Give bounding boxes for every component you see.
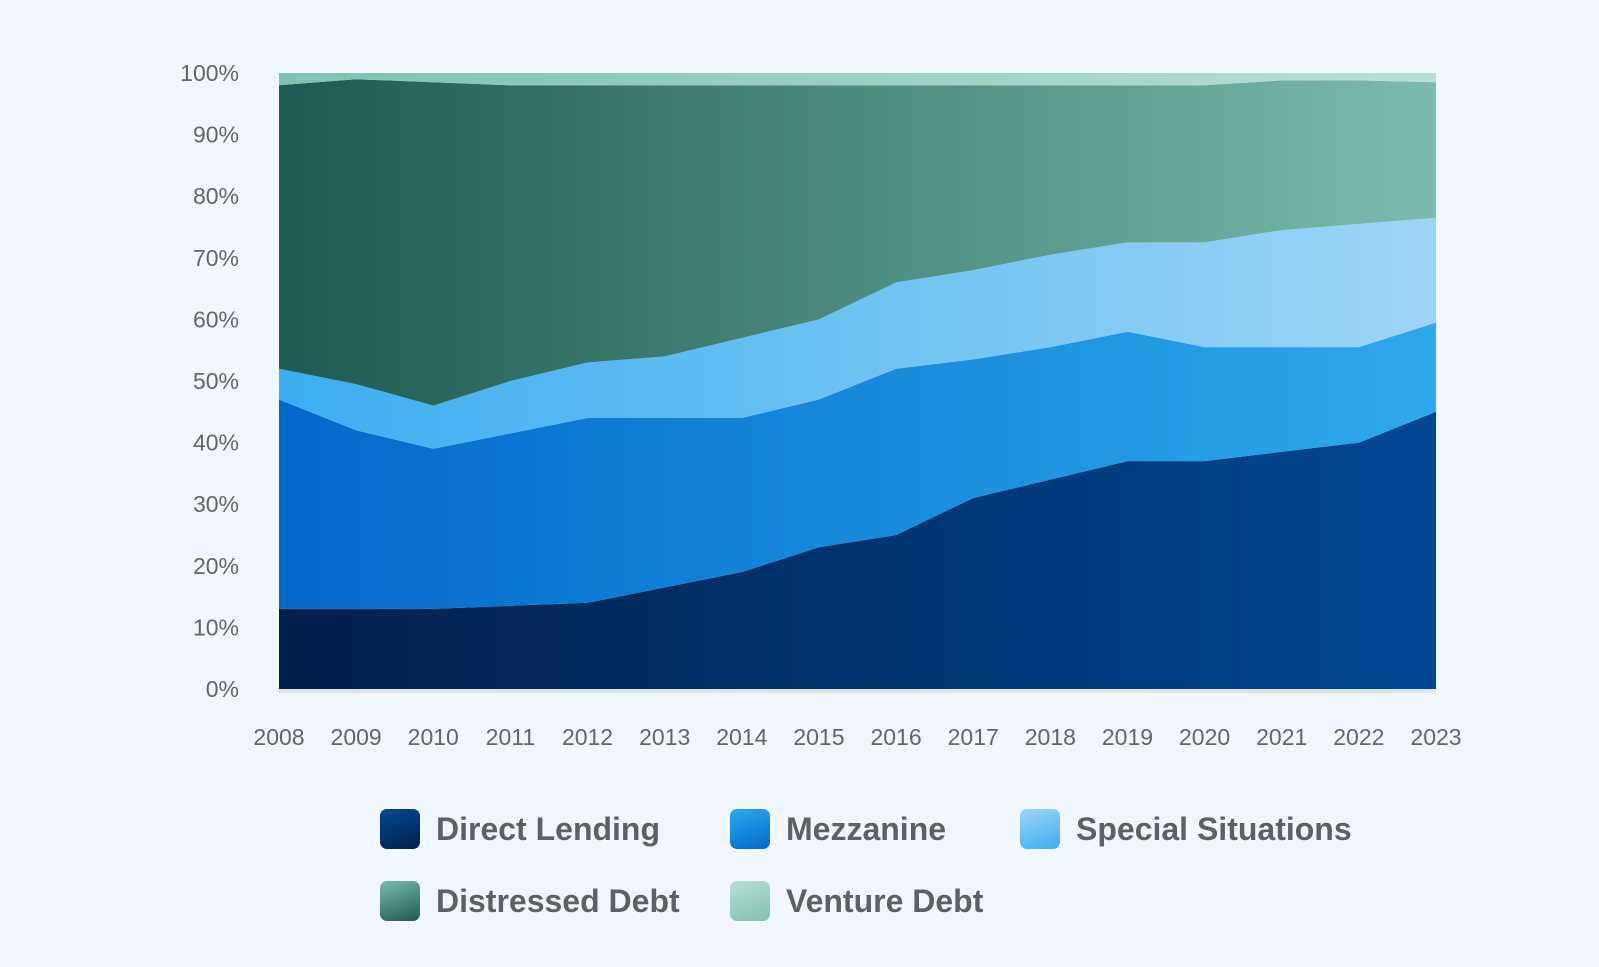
y-tick-label: 40%: [193, 430, 239, 456]
legend-item-special-situations[interactable]: Special Situations: [1020, 808, 1380, 850]
x-tick-label: 2011: [486, 724, 535, 750]
y-tick-label: 70%: [193, 245, 239, 271]
x-tick-label: 2019: [1102, 724, 1153, 750]
y-tick-label: 10%: [193, 614, 239, 640]
area-mezzanine[interactable]: [279, 322, 1436, 609]
legend-item-distressed-debt[interactable]: Distressed Debt: [380, 880, 730, 922]
x-axis-ticks: 2008 2009 2010 2011 2012 2013 2014 2015 2016 2017…: [253, 724, 1461, 750]
legend-item-venture-debt[interactable]: Venture Debt: [730, 880, 1020, 922]
x-tick-label: 2014: [716, 724, 767, 750]
chart-legend: Direct Lending Mezzanine Special Situati…: [380, 808, 1380, 922]
x-tick-label: 2010: [408, 724, 459, 750]
x-tick-label: 2018: [1025, 724, 1076, 750]
y-tick-label: 60%: [193, 306, 239, 332]
x-tick-label: 2020: [1179, 724, 1230, 750]
y-tick-label: 0%: [206, 676, 239, 702]
legend-label-special-situations: Special Situations: [1076, 810, 1352, 847]
legend-item-direct-lending[interactable]: Direct Lending: [380, 808, 730, 850]
legend-swatch-venture-debt: [730, 881, 770, 921]
legend-label-direct-lending: Direct Lending: [436, 810, 661, 847]
legend-item-mezzanine[interactable]: Mezzanine: [730, 808, 1020, 850]
y-tick-label: 100%: [180, 60, 239, 86]
y-axis-ticks: 0% 10% 20% 30% 40% 50% 60% 70% 80% 90% 100%: [180, 60, 239, 702]
y-tick-label: 30%: [193, 491, 239, 517]
area-distressed-debt[interactable]: [279, 79, 1436, 406]
x-tick-label: 2016: [870, 724, 921, 750]
x-tick-label: 2022: [1333, 724, 1384, 750]
y-tick-label: 90%: [193, 122, 239, 148]
x-tick-label: 2021: [1256, 724, 1307, 750]
x-tick-label: 2008: [253, 724, 304, 750]
legend-swatch-mezzanine: [730, 809, 770, 849]
y-tick-label: 50%: [193, 368, 239, 394]
x-tick-label: 2015: [793, 724, 844, 750]
x-tick-label: 2017: [948, 724, 999, 750]
y-tick-label: 20%: [193, 553, 239, 579]
x-tick-label: 2013: [639, 724, 690, 750]
legend-label-distressed-debt: Distressed Debt: [436, 882, 680, 919]
legend-label-venture-debt: Venture Debt: [786, 882, 984, 919]
x-tick-label: 2012: [562, 724, 613, 750]
area-layers: [279, 73, 1436, 689]
legend-swatch-direct-lending: [380, 809, 420, 849]
legend-label-mezzanine: Mezzanine: [786, 810, 947, 847]
area-special-situations[interactable]: [279, 217, 1436, 449]
legend-swatch-distressed-debt: [380, 881, 420, 921]
x-tick-label: 2009: [331, 724, 382, 750]
area-venture-debt[interactable]: [279, 73, 1436, 86]
y-tick-label: 80%: [193, 183, 239, 209]
area-direct-lending[interactable]: [279, 411, 1436, 689]
x-tick-label: 2023: [1410, 724, 1461, 750]
legend-swatch-special-situations: [1020, 809, 1060, 849]
